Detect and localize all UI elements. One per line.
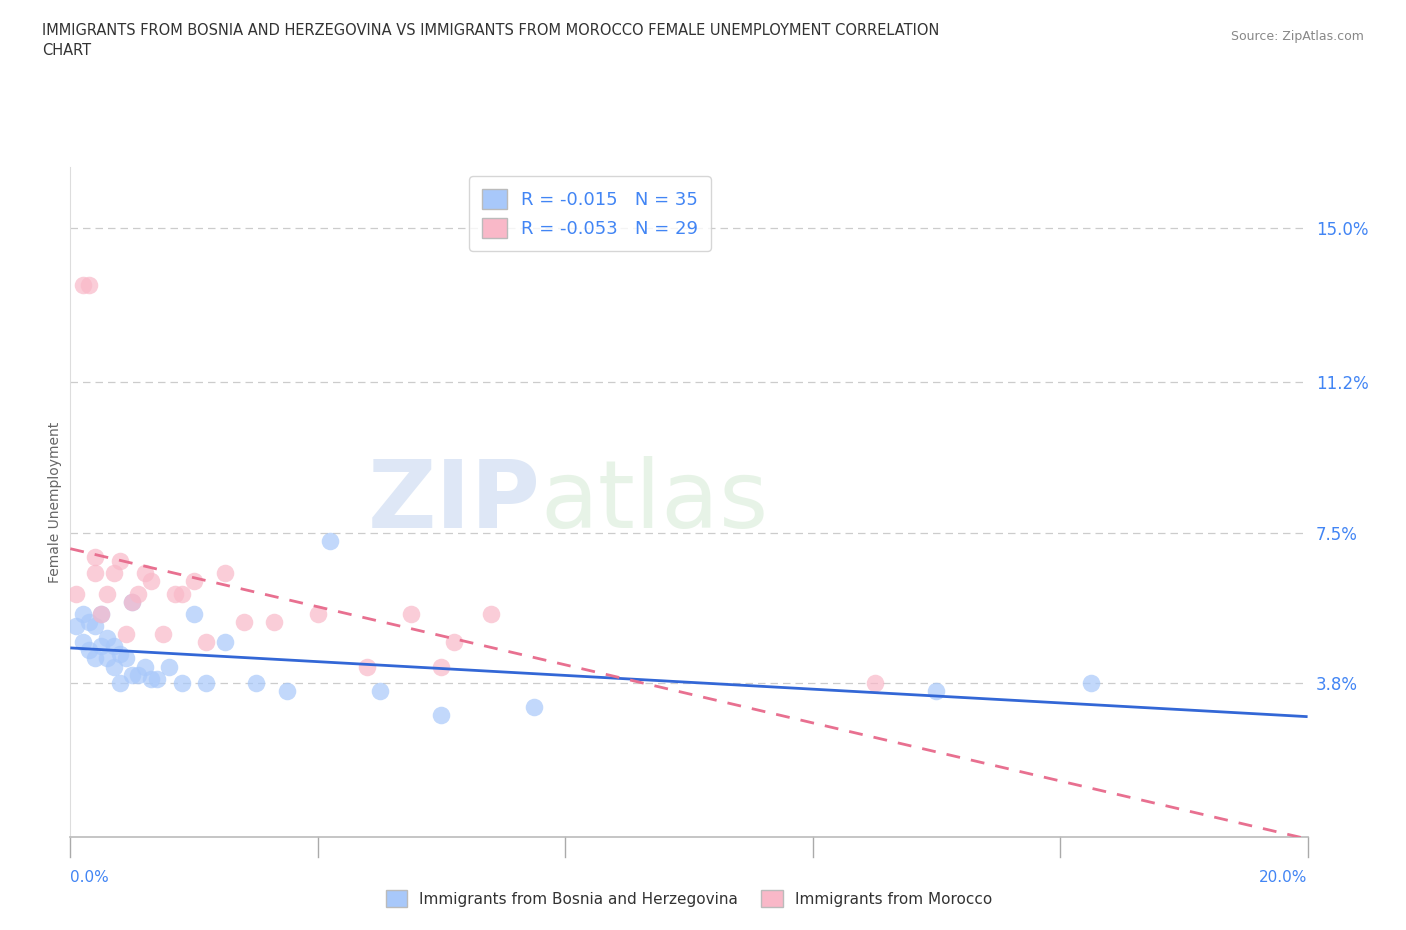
Point xyxy=(121,667,143,682)
Point xyxy=(139,574,162,589)
Point xyxy=(925,684,948,698)
Point xyxy=(430,659,453,674)
Point xyxy=(77,615,100,630)
Point xyxy=(96,651,118,666)
Point xyxy=(96,631,118,645)
Point xyxy=(103,659,125,674)
Point xyxy=(195,635,218,650)
Text: IMMIGRANTS FROM BOSNIA AND HERZEGOVINA VS IMMIGRANTS FROM MOROCCO FEMALE UNEMPLO: IMMIGRANTS FROM BOSNIA AND HERZEGOVINA V… xyxy=(42,23,939,58)
Point xyxy=(152,627,174,642)
Point xyxy=(307,606,329,621)
Point xyxy=(65,618,87,633)
Point xyxy=(170,675,193,690)
Point xyxy=(72,635,94,650)
Point xyxy=(430,708,453,723)
Point xyxy=(863,675,886,690)
Text: atlas: atlas xyxy=(540,457,769,548)
Point xyxy=(399,606,422,621)
Point xyxy=(183,574,205,589)
Text: ZIP: ZIP xyxy=(367,457,540,548)
Point xyxy=(263,615,285,630)
Point xyxy=(146,671,169,686)
Text: Source: ZipAtlas.com: Source: ZipAtlas.com xyxy=(1230,30,1364,43)
Point xyxy=(108,675,131,690)
Point xyxy=(165,586,187,601)
Point xyxy=(90,639,112,654)
Point xyxy=(523,699,546,714)
Point xyxy=(232,615,254,630)
Point xyxy=(157,659,180,674)
Point xyxy=(103,639,125,654)
Point xyxy=(90,606,112,621)
Point xyxy=(319,533,342,548)
Point xyxy=(108,553,131,568)
Y-axis label: Female Unemployment: Female Unemployment xyxy=(48,421,62,583)
Point xyxy=(245,675,267,690)
Point xyxy=(84,565,107,580)
Point xyxy=(72,278,94,293)
Point xyxy=(77,643,100,658)
Point xyxy=(108,647,131,662)
Point xyxy=(170,586,193,601)
Point xyxy=(134,565,156,580)
Point xyxy=(1080,675,1102,690)
Point xyxy=(121,594,143,609)
Point xyxy=(127,586,149,601)
Point xyxy=(356,659,378,674)
Point xyxy=(77,278,100,293)
Point xyxy=(214,635,236,650)
Point xyxy=(72,606,94,621)
Text: 20.0%: 20.0% xyxy=(1260,870,1308,884)
Point xyxy=(115,627,138,642)
Point xyxy=(115,651,138,666)
Point xyxy=(183,606,205,621)
Point xyxy=(103,565,125,580)
Legend: Immigrants from Bosnia and Herzegovina, Immigrants from Morocco: Immigrants from Bosnia and Herzegovina, … xyxy=(380,884,998,913)
Point xyxy=(90,606,112,621)
Point xyxy=(84,618,107,633)
Point xyxy=(139,671,162,686)
Point xyxy=(65,586,87,601)
Point xyxy=(134,659,156,674)
Point xyxy=(84,651,107,666)
Point xyxy=(214,565,236,580)
Legend: R = -0.015   N = 35, R = -0.053   N = 29: R = -0.015 N = 35, R = -0.053 N = 29 xyxy=(470,177,711,250)
Point xyxy=(121,594,143,609)
Point xyxy=(443,635,465,650)
Point xyxy=(127,667,149,682)
Point xyxy=(195,675,218,690)
Point xyxy=(479,606,502,621)
Point xyxy=(276,684,298,698)
Point xyxy=(96,586,118,601)
Point xyxy=(368,684,391,698)
Point xyxy=(84,550,107,565)
Text: 0.0%: 0.0% xyxy=(70,870,110,884)
